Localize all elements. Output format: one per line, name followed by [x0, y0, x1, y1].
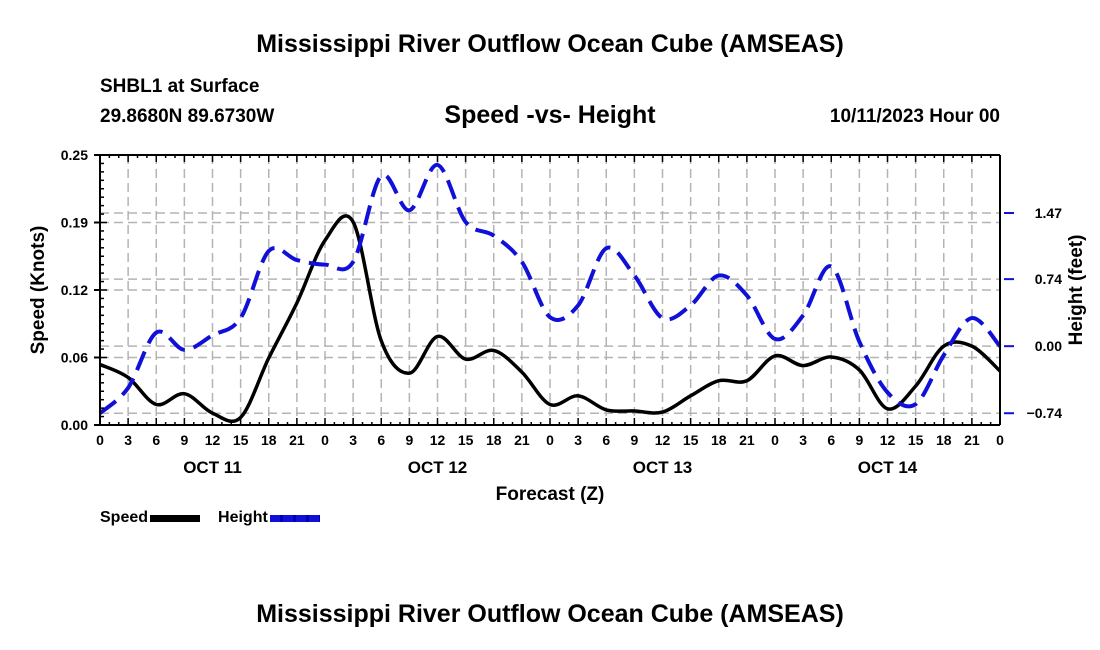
x-tick-label: 15 — [908, 432, 924, 448]
x-axis-title: Forecast (Z) — [496, 484, 605, 505]
y-axis-title: Speed (Knots) — [28, 226, 49, 355]
series-line-speed — [99, 214, 1002, 423]
y2-tick-label: 0.00 — [1035, 338, 1062, 354]
x-tick-label: 9 — [405, 432, 413, 448]
legend-item-speed: Speed — [100, 509, 201, 527]
series-layer — [98, 162, 1002, 423]
x-tick-label: 21 — [964, 432, 980, 448]
legend-item-height: Height — [218, 509, 320, 527]
y-tick-label: 0.25 — [61, 147, 88, 163]
y2-axis-title: Height (feet) — [1066, 235, 1087, 346]
x-tick-label: 6 — [377, 432, 385, 448]
series-line-height — [98, 162, 1002, 415]
x-tick-label: 0 — [546, 432, 554, 448]
legend-swatch-height — [269, 514, 320, 522]
x-tick-label: 0 — [771, 432, 779, 448]
chart-title: Speed -vs- Height — [444, 101, 656, 129]
axis-labels: 0 3 6 9 12 15 18 21 0 3 6 9 12 15 18 21 0 3 6 9 12 15 18 21 0 3 6 9… — [61, 147, 1062, 477]
x-tick-label: 18 — [711, 432, 727, 448]
legend-swatch-speed — [150, 514, 201, 522]
x-tick-label: 18 — [486, 432, 502, 448]
x-tick-label: 3 — [124, 432, 132, 448]
x-tick-label: 0 — [96, 432, 104, 448]
day-label: OCT 13 — [633, 458, 693, 477]
x-tick-label: 21 — [514, 432, 530, 448]
y-tick-label: 0.00 — [61, 417, 88, 433]
x-tick-label: 18 — [936, 432, 952, 448]
x-tick-label: 6 — [602, 432, 610, 448]
y-tick-label: 0.12 — [61, 282, 88, 298]
x-tick-label: 3 — [574, 432, 582, 448]
x-tick-label: 3 — [799, 432, 807, 448]
legend-label-speed: Speed — [100, 509, 149, 526]
station-label: SHBL1 at Surface — [100, 76, 260, 97]
x-tick-label: 9 — [180, 432, 188, 448]
x-tick-label: 0 — [321, 432, 329, 448]
day-label: OCT 12 — [408, 458, 468, 477]
x-tick-label: 12 — [655, 432, 671, 448]
x-tick-label: 18 — [261, 432, 277, 448]
day-label: OCT 14 — [858, 458, 918, 477]
x-tick-label: 6 — [152, 432, 160, 448]
grid — [100, 155, 1000, 425]
x-tick-label: 15 — [683, 432, 699, 448]
legend: Speed Height — [100, 509, 338, 527]
bottom-title: Mississippi River Outflow Ocean Cube (AM… — [256, 600, 844, 628]
x-tick-label: 12 — [880, 432, 896, 448]
x-tick-label: 9 — [630, 432, 638, 448]
x-tick-label: 12 — [430, 432, 446, 448]
x-tick-label: 6 — [827, 432, 835, 448]
y-tick-label: 0.19 — [61, 215, 88, 231]
x-tick-label: 3 — [349, 432, 357, 448]
x-tick-label: 21 — [289, 432, 305, 448]
y2-tick-label: −0.74 — [1027, 405, 1063, 421]
main-title: Mississippi River Outflow Ocean Cube (AM… — [256, 30, 844, 58]
x-tick-label: 21 — [739, 432, 755, 448]
x-tick-label: 12 — [205, 432, 221, 448]
x-tick-label: 15 — [458, 432, 474, 448]
legend-label-height: Height — [218, 509, 268, 526]
x-tick-label: 9 — [855, 432, 863, 448]
day-label: OCT 11 — [183, 458, 242, 477]
x-tick-label: 0 — [996, 432, 1004, 448]
y2-tick-label: 1.47 — [1035, 205, 1062, 221]
y2-tick-label: 0.74 — [1035, 271, 1062, 287]
coordinates-label: 29.8680N 89.6730W — [100, 106, 275, 127]
x-tick-label: 15 — [233, 432, 249, 448]
axes — [94, 154, 1014, 426]
run-time-label: 10/11/2023 Hour 00 — [829, 106, 1000, 127]
y-tick-label: 0.06 — [61, 350, 88, 366]
